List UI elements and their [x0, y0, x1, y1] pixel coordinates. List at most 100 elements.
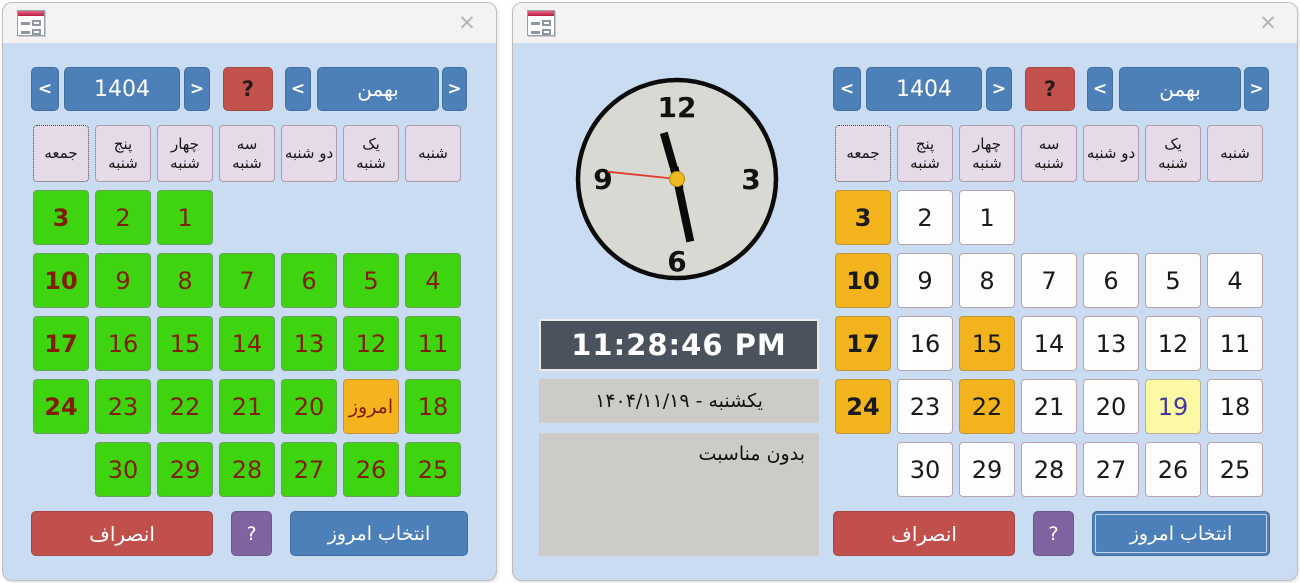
day-cell[interactable]: 25	[405, 442, 461, 497]
footer-buttons: انصراف ? انتخاب امروز	[31, 511, 468, 556]
year-display: 1404	[866, 67, 982, 111]
close-icon[interactable]: ✕	[1259, 11, 1277, 35]
day-cell[interactable]: 16	[95, 316, 151, 371]
calendar-grid: جمعه پنج شنبه چهار شنبه سه شنبه دو شنبه یک شن…	[33, 125, 461, 497]
day-cell[interactable]: 21	[219, 379, 275, 434]
day-cell[interactable]: 11	[405, 316, 461, 371]
day-cell[interactable]: 18	[405, 379, 461, 434]
month-display: بهمن	[1119, 67, 1241, 111]
day-cell[interactable]: 8	[157, 253, 213, 308]
day-cell[interactable]: 12	[343, 316, 399, 371]
prev-month-button[interactable]: <	[1087, 67, 1113, 111]
day-cell[interactable]: 26	[1145, 442, 1201, 497]
select-today-button[interactable]: انتخاب امروز	[290, 511, 468, 556]
day-cell[interactable]: 19	[1145, 379, 1201, 434]
day-cell[interactable]: 11	[1207, 316, 1263, 371]
day-cell[interactable]: 17	[33, 316, 89, 371]
year-month-selector: < 1404 > ? < بهمن >	[833, 67, 1270, 111]
day-cell[interactable]: 16	[897, 316, 953, 371]
weekday-header: چهار شنبه	[157, 125, 213, 182]
day-cell[interactable]: 21	[1021, 379, 1077, 434]
day-cell[interactable]: 10	[835, 253, 891, 308]
close-icon[interactable]: ✕	[458, 11, 476, 35]
calendar-panel: < 1404 > ? < بهمن > جمعه پنج شنبه چهار شنب…	[833, 3, 1270, 580]
day-cell[interactable]: 7	[219, 253, 275, 308]
day-cell[interactable]: 22	[157, 379, 213, 434]
day-cell[interactable]: 24	[835, 379, 891, 434]
help-button[interactable]: ?	[1025, 67, 1075, 111]
next-year-button[interactable]: >	[184, 67, 210, 111]
day-cell[interactable]: 7	[1021, 253, 1077, 308]
day-cell[interactable]: 20	[281, 379, 337, 434]
clock-number-3: 3	[741, 163, 760, 196]
day-cell[interactable]: 1	[959, 190, 1015, 245]
day-cell[interactable]: 27	[1083, 442, 1139, 497]
day-cell[interactable]: 5	[1145, 253, 1201, 308]
day-cell[interactable]: 10	[33, 253, 89, 308]
day-cell[interactable]: 5	[343, 253, 399, 308]
day-cell[interactable]: 6	[281, 253, 337, 308]
prev-year-button[interactable]: <	[833, 67, 861, 111]
day-cell[interactable]: 9	[95, 253, 151, 308]
day-cell[interactable]: 15	[959, 316, 1015, 371]
day-cell[interactable]: 27	[281, 442, 337, 497]
day-cell[interactable]: 23	[897, 379, 953, 434]
footer-help-button[interactable]: ?	[231, 511, 272, 556]
day-cell[interactable]: 13	[281, 316, 337, 371]
day-cell[interactable]: 3	[33, 190, 89, 245]
day-cell[interactable]: 2	[897, 190, 953, 245]
next-year-button[interactable]: >	[986, 67, 1012, 111]
next-month-button[interactable]: >	[1244, 67, 1269, 111]
next-month-button[interactable]: >	[442, 67, 467, 111]
day-cell[interactable]: 14	[1021, 316, 1077, 371]
day-cell[interactable]: 4	[1207, 253, 1263, 308]
day-cell[interactable]: 20	[1083, 379, 1139, 434]
cancel-button[interactable]: انصراف	[31, 511, 213, 556]
day-cell[interactable]: 30	[897, 442, 953, 497]
prev-year-button[interactable]: <	[31, 67, 59, 111]
day-cell[interactable]: امروز	[343, 379, 399, 434]
day-cell[interactable]: 3	[835, 190, 891, 245]
day-cell[interactable]: 29	[959, 442, 1015, 497]
day-cell[interactable]: 28	[1021, 442, 1077, 497]
day-cell[interactable]: 13	[1083, 316, 1139, 371]
day-cell[interactable]: 30	[95, 442, 151, 497]
cancel-button[interactable]: انصراف	[833, 511, 1015, 556]
day-cell[interactable]: 22	[959, 379, 1015, 434]
footer-help-button[interactable]: ?	[1033, 511, 1074, 556]
select-today-button[interactable]: انتخاب امروز	[1092, 511, 1270, 556]
day-cell[interactable]: 28	[219, 442, 275, 497]
calendar-clock-window: ✕ 12 3 6 9 11:28:46 PM یکشنبه - ۱۴۰۴/۱۱/…	[512, 2, 1298, 581]
clock-number-6: 6	[667, 245, 686, 278]
day-cell[interactable]: 24	[33, 379, 89, 434]
day-cell[interactable]: 18	[1207, 379, 1263, 434]
help-button[interactable]: ?	[223, 67, 273, 111]
day-cell[interactable]: 1	[157, 190, 213, 245]
form-window-icon	[527, 10, 555, 36]
weekday-header: جمعه	[33, 125, 89, 182]
day-cell[interactable]: 29	[157, 442, 213, 497]
titlebar: ✕	[513, 3, 1297, 43]
day-cell[interactable]: 9	[897, 253, 953, 308]
day-cell[interactable]: 6	[1083, 253, 1139, 308]
day-cell[interactable]: 4	[405, 253, 461, 308]
prev-month-button[interactable]: <	[285, 67, 311, 111]
clock-center-dot	[669, 171, 685, 187]
date-picker-window: ✕ < 1404 > ? < بهمن > جمعه پنج شنبه چهار ش…	[2, 2, 497, 581]
titlebar: ✕	[3, 3, 496, 43]
day-cell[interactable]: 8	[959, 253, 1015, 308]
occasion-display: بدون مناسبت	[539, 433, 819, 556]
day-cell[interactable]: 23	[95, 379, 151, 434]
day-cell[interactable]: 2	[95, 190, 151, 245]
day-cell[interactable]: 14	[219, 316, 275, 371]
day-cell[interactable]: 25	[1207, 442, 1263, 497]
weekday-header: دو شنبه	[1083, 125, 1139, 182]
day-cell[interactable]: 26	[343, 442, 399, 497]
day-cell[interactable]: 12	[1145, 316, 1201, 371]
day-cell[interactable]: 15	[157, 316, 213, 371]
day-cell[interactable]: 17	[835, 316, 891, 371]
month-display: بهمن	[317, 67, 439, 111]
calendar-grid: جمعه پنج شنبه چهار شنبه سه شنبه دو شنبه یک شن…	[835, 125, 1263, 497]
footer-buttons: انصراف ? انتخاب امروز	[833, 511, 1270, 556]
